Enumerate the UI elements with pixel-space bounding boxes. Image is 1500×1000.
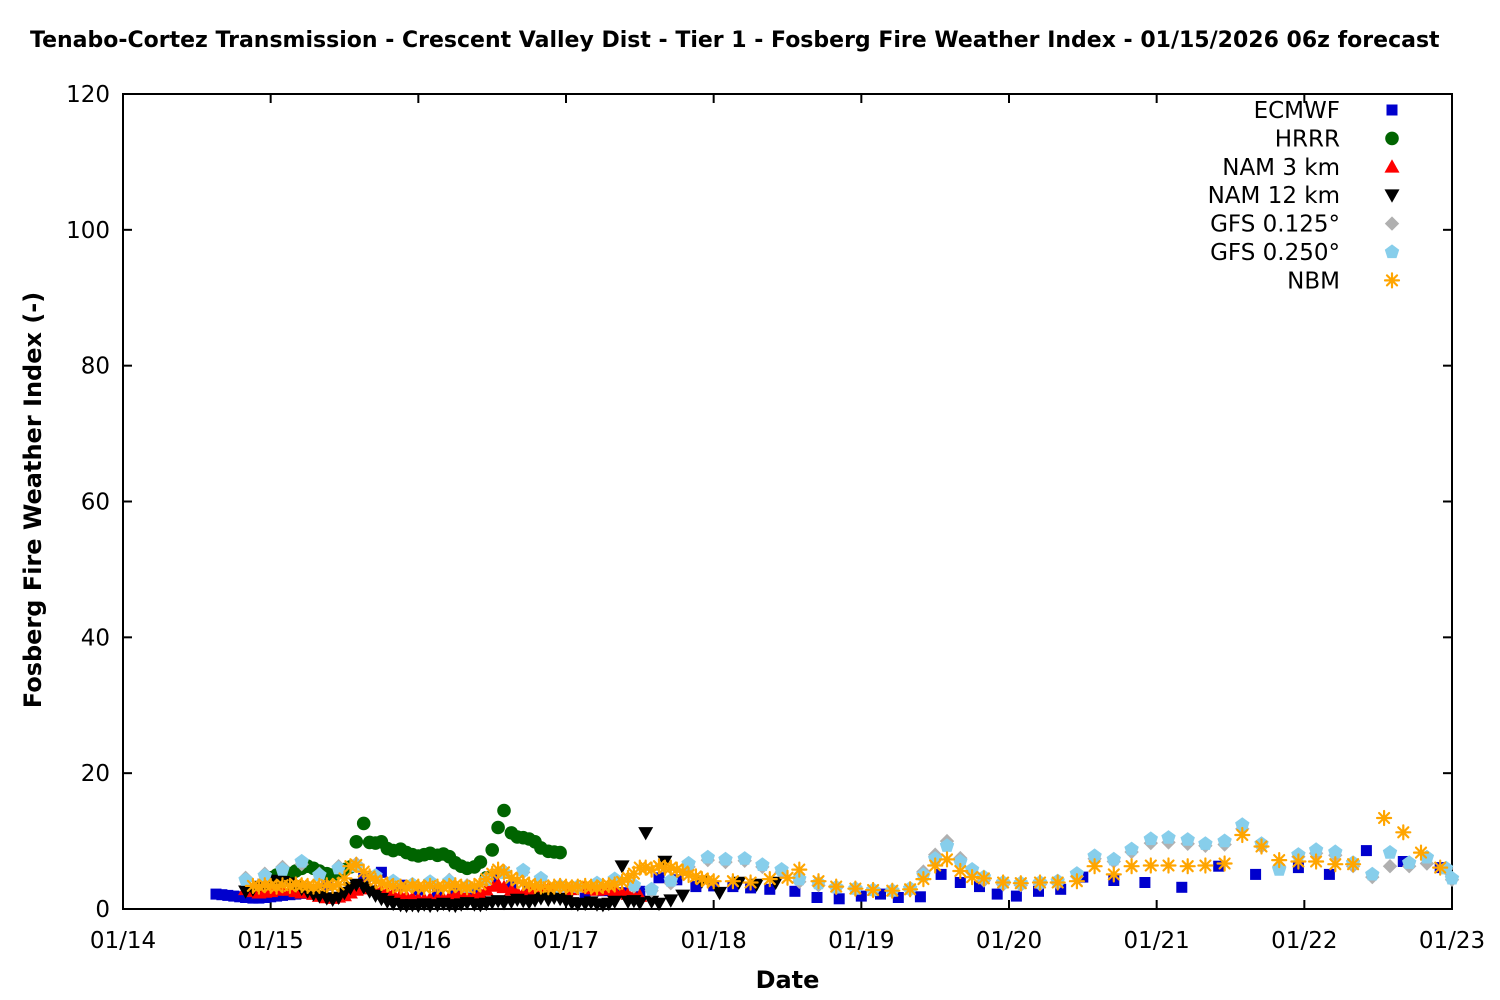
legend-item-nbm: NBM bbox=[1287, 268, 1401, 294]
legend-label: GFS 0.250° bbox=[1210, 240, 1340, 266]
y-tick-label: 0 bbox=[95, 897, 110, 923]
legend-label: NAM 12 km bbox=[1208, 183, 1340, 209]
legend-item-hrrr: HRRR bbox=[1275, 126, 1399, 152]
axes: 01/14 01/15 01/16 01/17 01/18 01/19 01/20 01/21… bbox=[66, 82, 1485, 954]
x-tick-label: 01/20 bbox=[976, 928, 1042, 954]
x-tick-label: 01/18 bbox=[681, 928, 747, 954]
y-tick-label: 120 bbox=[66, 82, 110, 108]
chart-title: Tenabo-Cortez Transmission - Crescent Va… bbox=[30, 28, 1440, 53]
legend-label: GFS 0.125° bbox=[1210, 212, 1340, 238]
legend-label: ECMWF bbox=[1254, 98, 1340, 124]
y-tick-label: 60 bbox=[81, 490, 110, 516]
x-tick-label: 01/15 bbox=[238, 928, 304, 954]
legend-item-nam-3-km: NAM 3 km bbox=[1222, 155, 1400, 181]
legend-item-gfs-0-250: GFS 0.250° bbox=[1210, 240, 1400, 266]
x-tick-label: 01/21 bbox=[1124, 928, 1190, 954]
x-tick-label: 01/22 bbox=[1271, 928, 1337, 954]
x-tick-label: 01/14 bbox=[90, 928, 156, 954]
series-nbm bbox=[244, 809, 1449, 899]
x-axis-label: Date bbox=[755, 966, 820, 994]
x-tick-label: 01/17 bbox=[533, 928, 599, 954]
x-tick-label: 01/19 bbox=[828, 928, 894, 954]
y-tick-label: 80 bbox=[81, 354, 110, 380]
y-tick-label: 100 bbox=[66, 218, 110, 244]
legend-label: NAM 3 km bbox=[1222, 155, 1340, 181]
legend-item-ecmwf: ECMWF bbox=[1254, 98, 1398, 124]
legend-item-gfs-0-125: GFS 0.125° bbox=[1210, 212, 1400, 238]
y-tick-label: 20 bbox=[81, 761, 110, 787]
legend-label: NBM bbox=[1287, 268, 1340, 294]
x-tick-label: 01/16 bbox=[385, 928, 451, 954]
y-tick-label: 40 bbox=[81, 625, 110, 651]
legend-label: HRRR bbox=[1275, 126, 1340, 152]
legend-item-nam-12-km: NAM 12 km bbox=[1208, 183, 1400, 209]
x-tick-label: 01/23 bbox=[1419, 928, 1485, 954]
